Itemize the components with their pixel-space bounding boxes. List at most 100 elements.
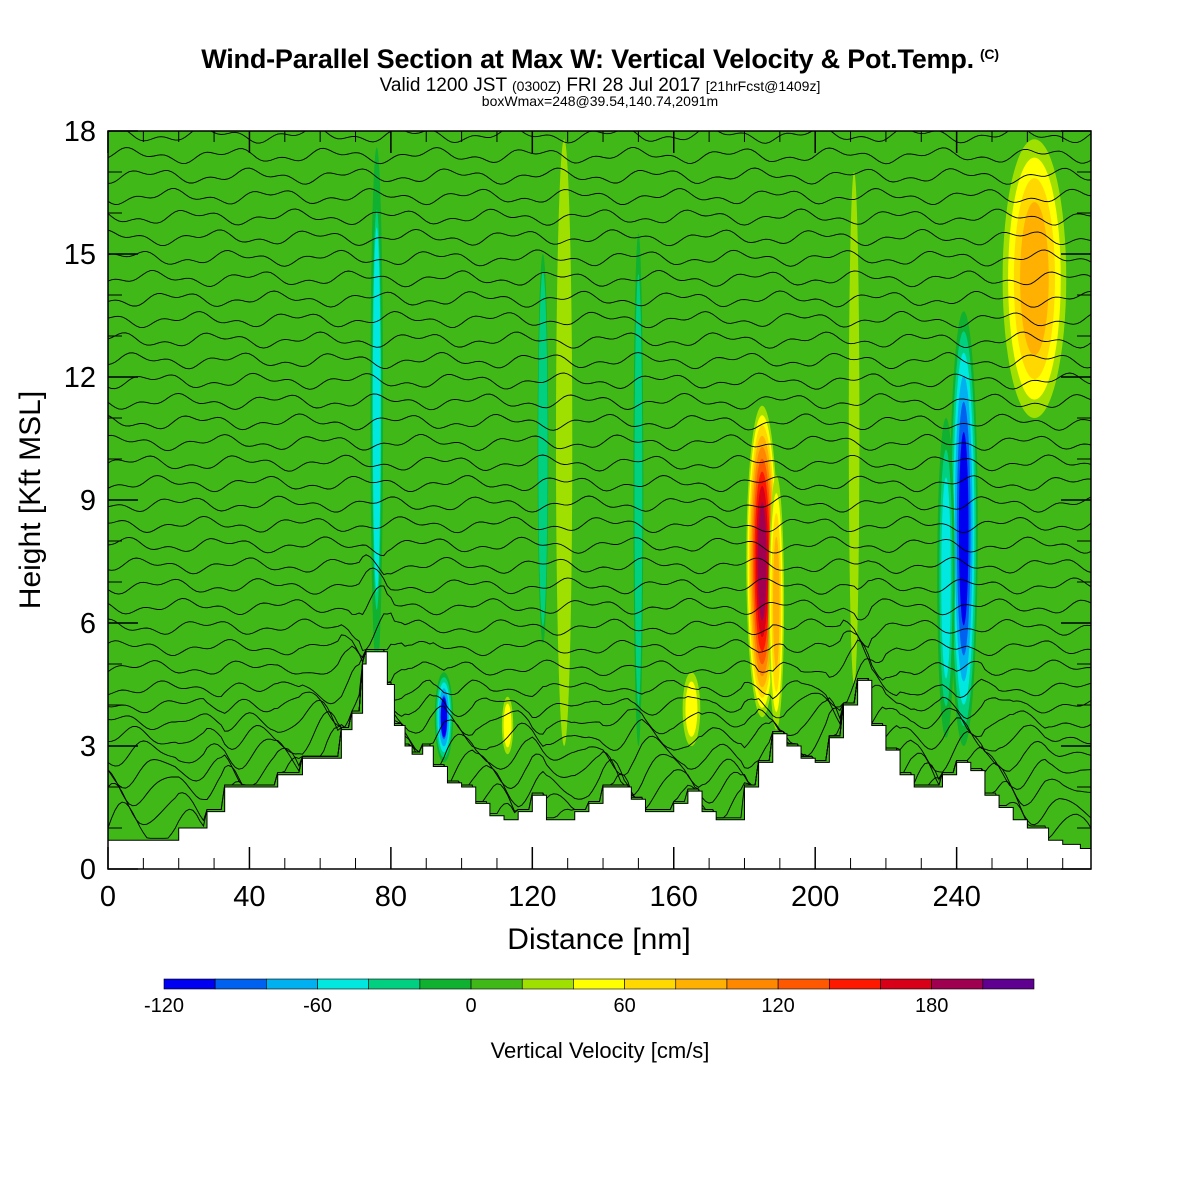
colorbar-tick-label: 60 <box>613 995 635 1017</box>
colorbar-swatch <box>419 978 472 990</box>
theta-contour <box>108 649 1091 708</box>
theta-contour <box>108 167 1091 185</box>
theta-contour <box>108 649 1091 810</box>
x-tick-label: 0 <box>100 881 116 913</box>
colorbar-swatch <box>214 978 267 990</box>
terrain-mask <box>108 651 1091 869</box>
velocity-feature-12 <box>537 254 549 644</box>
velocity-feature-10 <box>633 233 644 746</box>
valid-prefix: Valid 1200 JST <box>379 75 507 96</box>
velocity-feature-4 <box>1002 139 1067 418</box>
colorbar: -120 -60 0 60 120 180 <box>144 978 1035 1017</box>
velocity-level--25 <box>538 271 548 627</box>
velocity-feature-1 <box>768 475 785 730</box>
velocity-level--125 <box>959 440 968 617</box>
colorbar-tick-label: -60 <box>303 995 332 1017</box>
colorbar-swatch <box>828 978 881 990</box>
utc-time: (0300Z) <box>512 78 562 94</box>
theta-contour <box>108 249 1091 267</box>
theta-contour <box>108 269 1091 288</box>
colorbar-swatch <box>573 978 625 990</box>
theta-contour <box>108 147 1091 165</box>
theta-contour <box>108 475 1091 493</box>
velocity-level--30 <box>634 274 643 706</box>
colorbar-tick-label: 0 <box>465 995 476 1017</box>
colorbar-swatch <box>624 978 677 990</box>
y-tick-label: 9 <box>80 485 96 517</box>
y-tick-label: 15 <box>64 239 96 271</box>
theta-contour <box>108 495 1091 513</box>
theta-contour <box>108 649 1091 728</box>
colorbar-swatch <box>777 978 830 990</box>
forecast-info: [21hrFcst@1409z] <box>705 78 821 94</box>
axis-ticks: 0 40 80 120 160 200 240 0 3 6 9 12 15 18 <box>64 116 1091 913</box>
theta-contour <box>108 372 1091 390</box>
theta-contours <box>108 131 1091 840</box>
theta-contour <box>108 434 1091 452</box>
velocity-background <box>108 131 1091 869</box>
theta-contour <box>108 228 1091 247</box>
y-axis-title: Height [Kft MSL] <box>14 391 47 609</box>
colorbar-tick-label: 120 <box>761 995 794 1017</box>
colorbar-swatch <box>931 978 984 990</box>
theta-contour <box>108 639 1091 684</box>
theta-contour <box>108 208 1091 226</box>
x-tick-label: 80 <box>375 881 407 913</box>
colorbar-tick-label: -120 <box>144 995 184 1017</box>
valid-date: FRI 28 Jul 2017 <box>566 75 701 96</box>
theta-contour <box>108 649 1091 738</box>
y-tick-label: 0 <box>80 854 96 886</box>
velocity-level--45 <box>372 227 381 593</box>
colorbar-swatch <box>726 978 779 990</box>
colorbar-swatch <box>266 978 318 990</box>
theta-contour <box>108 392 1091 411</box>
colorbar-title: Vertical Velocity [cm/s] <box>491 1038 710 1063</box>
y-tick-label: 12 <box>64 362 96 394</box>
velocity-feature-11 <box>848 172 860 685</box>
velocity-feature-7 <box>556 139 573 746</box>
velocity-feature-9 <box>682 672 701 746</box>
theta-contour <box>108 585 1091 621</box>
velocity-feature-5 <box>434 672 454 763</box>
x-tick-label: 200 <box>791 881 839 913</box>
y-tick-label: 3 <box>80 731 96 763</box>
x-tick-label: 120 <box>508 881 556 913</box>
velocity-level--55 <box>941 477 951 679</box>
velocity-level-38 <box>558 213 570 672</box>
theta-contour <box>108 649 1091 776</box>
velocity-feature-3 <box>937 418 955 738</box>
colorbar-swatch <box>317 978 370 990</box>
theta-contour <box>108 554 1091 576</box>
x-axis-title: Distance [nm] <box>507 923 690 956</box>
y-tick-label: 18 <box>64 116 96 148</box>
colorbar-swatch <box>675 978 728 990</box>
theta-contour <box>108 188 1091 206</box>
velocity-level-42 <box>685 682 698 736</box>
velocity-features <box>370 139 1067 763</box>
theta-contour <box>108 131 1091 144</box>
x-tick-label: 240 <box>932 881 980 913</box>
velocity-level-22 <box>849 181 860 675</box>
theta-contour <box>108 612 1091 652</box>
plot-area <box>108 131 1091 869</box>
velocity-level-190 <box>758 511 766 612</box>
chart-boxmax-info: boxWmax=248@39.54,140.74,2091m <box>481 93 719 109</box>
theta-contour <box>108 515 1091 534</box>
colorbar-swatch <box>470 978 523 990</box>
copyright-mark: (C) <box>979 46 999 62</box>
theta-contour <box>108 290 1091 308</box>
theta-contour <box>108 331 1091 349</box>
velocity-level--105 <box>440 697 448 738</box>
colorbar-swatch <box>521 978 574 990</box>
colorbar-swatch <box>368 978 421 990</box>
colorbar-swatch <box>880 978 932 990</box>
y-tick-label: 6 <box>80 608 96 640</box>
theta-contour <box>108 630 1091 664</box>
theta-contour <box>108 567 1091 595</box>
colorbar-swatch <box>163 978 216 990</box>
velocity-feature-8 <box>501 696 514 755</box>
theta-contour <box>108 352 1091 370</box>
theta-contour <box>108 413 1091 431</box>
x-tick-label: 40 <box>233 881 265 913</box>
